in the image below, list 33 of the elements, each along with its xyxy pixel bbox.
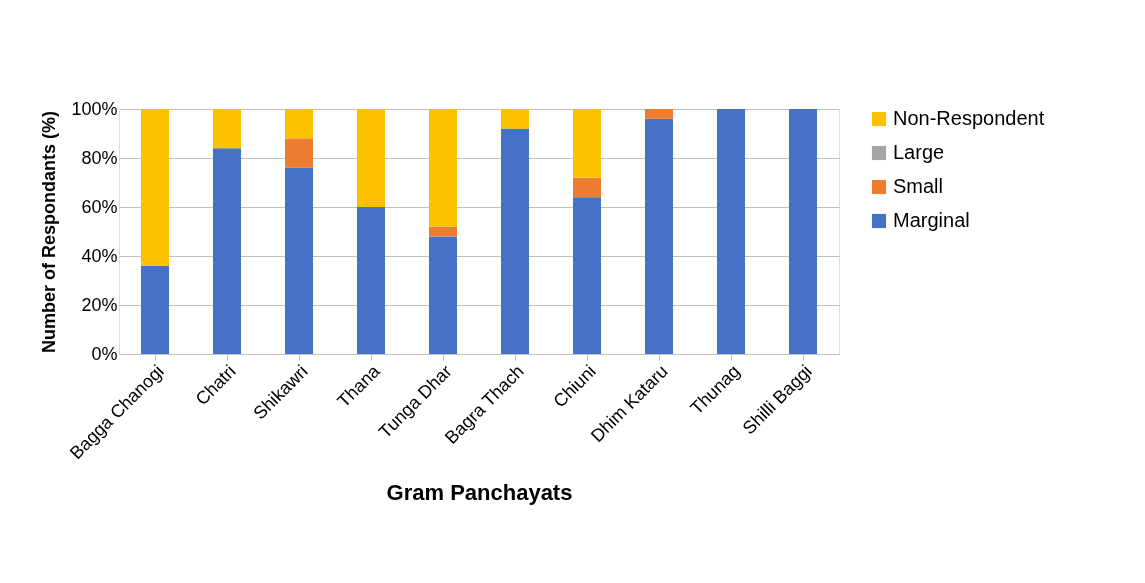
bar: [429, 109, 457, 227]
y-tick-label: 100%: [71, 98, 118, 119]
legend-label: Non-Respondent: [893, 107, 1045, 129]
bar: [717, 109, 745, 354]
bar: [141, 109, 169, 266]
bar: [285, 109, 313, 139]
bar: [789, 109, 817, 354]
bar: [573, 197, 601, 354]
bar: [285, 138, 313, 168]
bar: [501, 109, 529, 129]
y-tick-label: 0%: [91, 343, 118, 364]
bar: [357, 207, 385, 354]
bar: [645, 109, 673, 119]
bar: [573, 109, 601, 178]
y-tick-label: 40%: [81, 245, 118, 266]
y-tick-label: 20%: [81, 294, 118, 315]
bar: [429, 236, 457, 354]
bar: [645, 118, 673, 354]
legend-label: Large: [893, 141, 945, 163]
y-axis-title: Number of Respondants (%): [39, 110, 60, 354]
y-tick-label: 80%: [81, 147, 118, 168]
bar: [285, 167, 313, 354]
bar: [357, 109, 385, 207]
bar: [213, 109, 241, 149]
bar: [501, 128, 529, 354]
bar: [141, 265, 169, 354]
bar: [429, 226, 457, 237]
bar: [213, 148, 241, 354]
legend-label: Marginal: [893, 209, 970, 231]
y-tick-label: 60%: [81, 196, 118, 217]
bar: [573, 177, 601, 198]
legend-label: Small: [893, 175, 944, 197]
x-axis-title: Gram Panchayats: [386, 479, 573, 505]
